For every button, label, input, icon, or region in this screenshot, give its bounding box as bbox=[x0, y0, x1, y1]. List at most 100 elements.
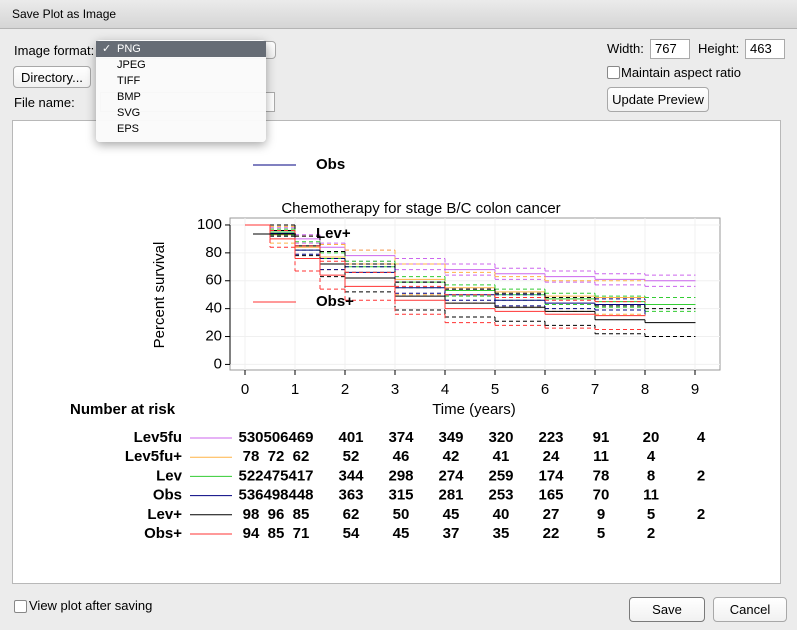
risk-count: 9 bbox=[597, 506, 605, 523]
risk-table-title: Number at risk bbox=[70, 401, 176, 418]
risk-count: 2 bbox=[697, 467, 705, 484]
x-tick-label: 4 bbox=[441, 381, 449, 398]
risk-count: 78 bbox=[593, 467, 610, 484]
risk-count: 94 bbox=[243, 525, 260, 542]
risk-count: 98 bbox=[243, 506, 260, 523]
risk-count: 40 bbox=[493, 506, 510, 523]
plot-frame bbox=[229, 217, 721, 371]
risk-count: 37 bbox=[443, 525, 460, 542]
risk-count: 22 bbox=[543, 525, 560, 542]
risk-count: 72 bbox=[268, 448, 285, 465]
risk-count: 298 bbox=[388, 467, 413, 484]
risk-count: 46 bbox=[393, 448, 410, 465]
risk-count: 274 bbox=[438, 467, 464, 484]
risk-count: 45 bbox=[393, 525, 410, 542]
chart-title: Chemotherapy for stage B/C colon cancer bbox=[281, 200, 560, 217]
y-tick-label: 40 bbox=[205, 300, 222, 317]
risk-count: 4 bbox=[647, 448, 656, 465]
height-input[interactable]: 463 bbox=[745, 39, 785, 59]
format-option[interactable]: JPEG bbox=[96, 57, 266, 73]
x-tick-label: 1 bbox=[291, 381, 299, 398]
view-label: View plot after saving bbox=[29, 598, 153, 613]
risk-count: 498 bbox=[263, 487, 288, 504]
legend-label: Obs bbox=[316, 156, 345, 173]
width-input[interactable]: 767 bbox=[650, 39, 690, 59]
x-tick-label: 2 bbox=[341, 381, 349, 398]
format-text: PNG bbox=[117, 43, 141, 55]
risk-count: 536 bbox=[238, 487, 263, 504]
risk-count: 363 bbox=[338, 487, 363, 504]
risk-count: 417 bbox=[288, 467, 313, 484]
risk-count: 8 bbox=[647, 467, 655, 484]
risk-count: 50 bbox=[393, 506, 410, 523]
format-option[interactable]: ✓ PNG bbox=[96, 41, 266, 57]
risk-count: 85 bbox=[268, 525, 285, 542]
risk-count: 35 bbox=[493, 525, 510, 542]
risk-row-name: Lev5fu bbox=[134, 429, 182, 446]
directory-button[interactable]: Directory... bbox=[13, 66, 91, 88]
x-tick-label: 3 bbox=[391, 381, 399, 398]
risk-count: 469 bbox=[288, 429, 313, 446]
x-axis-label: Time (years) bbox=[432, 401, 516, 418]
risk-count: 344 bbox=[338, 467, 364, 484]
risk-count: 71 bbox=[293, 525, 310, 542]
aspect-checkbox[interactable] bbox=[607, 66, 620, 79]
risk-count: 253 bbox=[488, 487, 513, 504]
x-tick-label: 0 bbox=[241, 381, 249, 398]
risk-count: 62 bbox=[293, 448, 310, 465]
risk-count: 281 bbox=[438, 487, 463, 504]
risk-count: 448 bbox=[288, 487, 313, 504]
format-text: TIFF bbox=[117, 75, 141, 87]
x-tick-label: 5 bbox=[491, 381, 499, 398]
risk-count: 530 bbox=[238, 429, 263, 446]
format-label: Image format: bbox=[14, 43, 95, 58]
risk-count: 315 bbox=[388, 487, 413, 504]
risk-row-name: Lev+ bbox=[147, 506, 182, 523]
risk-count: 20 bbox=[643, 429, 660, 446]
risk-count: 45 bbox=[443, 506, 460, 523]
format-option[interactable]: TIFF bbox=[96, 73, 266, 89]
format-text: BMP bbox=[117, 91, 141, 103]
y-tick-label: 100 bbox=[197, 216, 222, 233]
risk-count: 24 bbox=[543, 448, 560, 465]
risk-count: 4 bbox=[697, 429, 706, 446]
risk-count: 85 bbox=[293, 506, 310, 523]
file-name-label: File name: bbox=[14, 95, 75, 110]
view-checkbox[interactable] bbox=[14, 600, 27, 613]
risk-count: 2 bbox=[697, 506, 705, 523]
risk-count: 62 bbox=[343, 506, 360, 523]
format-text: JPEG bbox=[117, 59, 146, 71]
format-dropdown: ✓ PNG JPEG TIFF BMP SVG EPS bbox=[96, 40, 266, 142]
risk-count: 52 bbox=[343, 448, 360, 465]
risk-count: 165 bbox=[538, 487, 563, 504]
save-button[interactable]: Save bbox=[629, 597, 705, 622]
y-tick-label: 0 bbox=[214, 355, 222, 372]
format-option[interactable]: SVG bbox=[96, 105, 266, 121]
format-option[interactable]: EPS bbox=[96, 121, 266, 137]
cancel-button[interactable]: Cancel bbox=[713, 597, 787, 622]
risk-count: 70 bbox=[593, 487, 610, 504]
risk-count: 349 bbox=[438, 429, 463, 446]
risk-count: 401 bbox=[338, 429, 363, 446]
risk-row-name: Obs+ bbox=[144, 525, 182, 542]
risk-count: 2 bbox=[647, 525, 655, 542]
preview-panel bbox=[12, 120, 781, 584]
aspect-label: Maintain aspect ratio bbox=[621, 65, 741, 80]
x-tick-label: 9 bbox=[691, 381, 699, 398]
legend-label: Obs+ bbox=[316, 293, 354, 310]
risk-count: 5 bbox=[647, 506, 655, 523]
check-mark: ✓ bbox=[102, 43, 112, 55]
title-bar: Save Plot as Image bbox=[0, 0, 797, 29]
height-label: Height: bbox=[698, 41, 740, 56]
risk-count: 91 bbox=[593, 429, 610, 446]
risk-count: 522 bbox=[238, 467, 263, 484]
risk-count: 41 bbox=[493, 448, 510, 465]
risk-count: 78 bbox=[243, 448, 260, 465]
risk-row-name: Lev5fu+ bbox=[125, 448, 182, 465]
legend-label: Lev+ bbox=[316, 225, 351, 242]
update-preview-button[interactable]: Update Preview bbox=[607, 87, 709, 112]
format-option[interactable]: BMP bbox=[96, 89, 266, 105]
x-tick-label: 8 bbox=[641, 381, 649, 398]
